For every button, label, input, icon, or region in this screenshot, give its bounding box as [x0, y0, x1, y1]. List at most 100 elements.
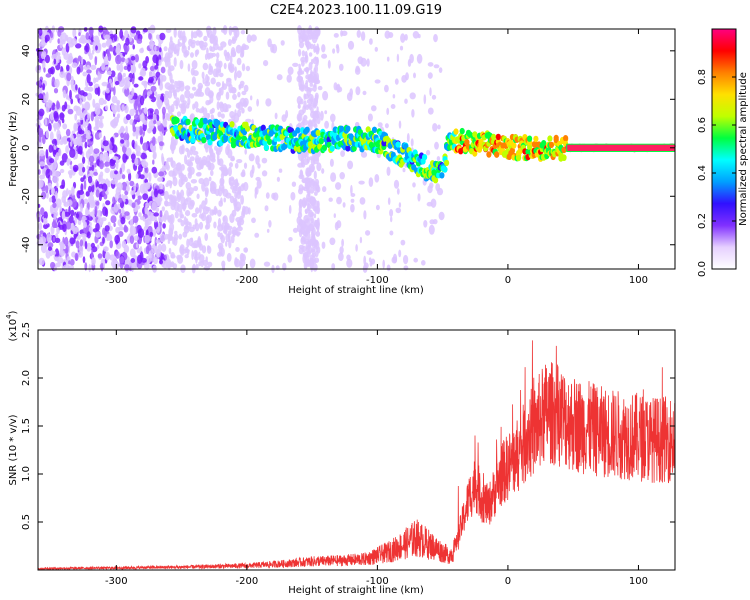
spectrogram-speckle: [236, 159, 243, 164]
spectrogram-speckle: [74, 252, 79, 261]
spectrogram-speckle: [144, 234, 151, 244]
spectrogram-speckle: [72, 28, 77, 38]
spectrogram-speckle: [102, 227, 106, 236]
spectrogram-speckle: [38, 257, 45, 266]
spectrogram-speckle: [390, 104, 396, 109]
spectrogram-speckle: [160, 134, 164, 143]
spectrogram-speckle: [56, 181, 59, 189]
spectrogram-speckle: [305, 228, 311, 234]
spectrogram-speckle: [69, 164, 73, 170]
spectrogram-speckle: [189, 114, 194, 121]
spectrogram-speckle: [384, 30, 391, 39]
spectrogram-speckle: [98, 183, 104, 189]
spectrogram-speckle: [91, 249, 94, 260]
spectrogram-speckle: [126, 235, 131, 244]
spectrogram-speckle: [43, 223, 49, 230]
spectrogram-speckle: [45, 149, 49, 159]
spectrogram-speckle: [124, 264, 130, 271]
spectrogram-speckle: [99, 122, 104, 129]
spectrogram-speckle: [118, 226, 125, 231]
spectrogram-speckle: [79, 136, 82, 145]
spectrogram-speckle: [139, 174, 145, 180]
spectrogram-speckle: [63, 52, 70, 61]
spectrogram-speckle: [223, 197, 226, 203]
spectrogram-speckle: [91, 49, 95, 55]
spectrogram-speckle: [410, 138, 414, 147]
spectrogram-speckle: [195, 254, 198, 264]
spectrogram-speckle: [137, 195, 142, 200]
spectrogram-y-label: Frequency (Hz): [8, 111, 19, 187]
spectrogram-speckle: [234, 71, 237, 81]
spectrogram-speckle: [339, 172, 346, 180]
spectrogram-speckle: [92, 98, 96, 108]
spectrogram-speckle: [154, 108, 160, 116]
spectrogram-speckle: [310, 218, 315, 223]
spectrogram-speckle: [347, 160, 354, 170]
spectrogram-speckle: [398, 249, 402, 258]
spectrogram-speckle: [304, 200, 311, 206]
colorbar-tick-label: 0.0: [697, 261, 708, 277]
spectrogram-speckle: [180, 104, 187, 115]
spectrogram-speckle: [93, 35, 99, 41]
spectrogram-speckle: [120, 132, 125, 139]
spectrogram-speckle: [149, 231, 154, 237]
spectrogram-speckle: [129, 218, 134, 228]
spectrogram-speckle: [330, 113, 336, 123]
spectrogram-speckle: [95, 231, 102, 238]
spectrogram-speckle: [55, 52, 61, 57]
spectrogram-speckle: [199, 40, 204, 49]
spectrogram-speckle: [204, 224, 209, 230]
spectrogram-speckle: [222, 216, 226, 222]
spectrogram-speckle: [135, 173, 139, 180]
spectrogram-speckle: [180, 220, 185, 227]
spectrogram-speckle: [69, 89, 72, 100]
spectrogram-speckle: [237, 91, 241, 98]
spectrogram-speckle: [64, 236, 69, 247]
spectrogram-speckle: [216, 52, 220, 59]
spectrogram-speckle: [169, 142, 175, 152]
spectrogram-speckle: [220, 41, 227, 48]
spectrogram-speckle: [144, 205, 148, 214]
spectrogram-speckle: [250, 95, 253, 101]
spectrogram-speckle: [80, 34, 86, 44]
spectrogram-speckle: [134, 157, 139, 166]
spectrogram-speckle: [346, 258, 353, 268]
spectrogram-speckle: [201, 155, 208, 166]
spectrogram-speckle: [218, 101, 224, 109]
spectrogram-speckle: [245, 65, 251, 72]
spectrogram-speckle: [86, 231, 91, 239]
spectrogram-speckle: [111, 118, 118, 129]
spectrogram-ridge-point: [395, 141, 401, 148]
spectrogram-speckle: [265, 192, 270, 199]
spectrogram-speckle: [185, 218, 189, 228]
spectrogram-speckle: [156, 99, 163, 108]
spectrogram-speckle: [242, 100, 248, 108]
spectrogram-speckle: [59, 35, 63, 44]
spectrogram-speckle: [123, 132, 130, 142]
spectrogram-speckle: [350, 184, 353, 195]
spectrogram-speckle: [184, 154, 188, 165]
spectrogram-speckle: [202, 107, 208, 117]
spectrogram-speckle: [51, 220, 58, 229]
spectrogram-speckle: [340, 30, 344, 37]
spectrogram-speckle: [130, 153, 136, 160]
spectrogram-speckle: [106, 180, 111, 188]
spectrogram-speckle: [240, 253, 246, 262]
spectrogram-frame: [37, 28, 676, 270]
spectrogram-speckle: [307, 87, 314, 92]
spectrogram-speckle: [187, 200, 195, 210]
spectrogram-speckle: [83, 221, 87, 228]
spectrogram-speckle: [97, 86, 101, 97]
spectrogram-speckle: [204, 87, 211, 96]
spectrogram-speckle: [133, 101, 138, 111]
spectrogram-speckle: [431, 94, 437, 100]
spectrogram-speckle: [155, 239, 161, 244]
spectrogram-speckle: [266, 228, 270, 233]
spectrogram-x-tick-label: 100: [629, 275, 648, 286]
spectrogram-speckle: [176, 189, 180, 198]
spectrogram-speckle: [110, 179, 117, 185]
spectrogram-speckle: [298, 41, 305, 49]
spectrogram-speckle: [240, 47, 245, 57]
spectrogram-speckle: [138, 164, 143, 173]
spectrogram-speckle: [312, 103, 317, 109]
